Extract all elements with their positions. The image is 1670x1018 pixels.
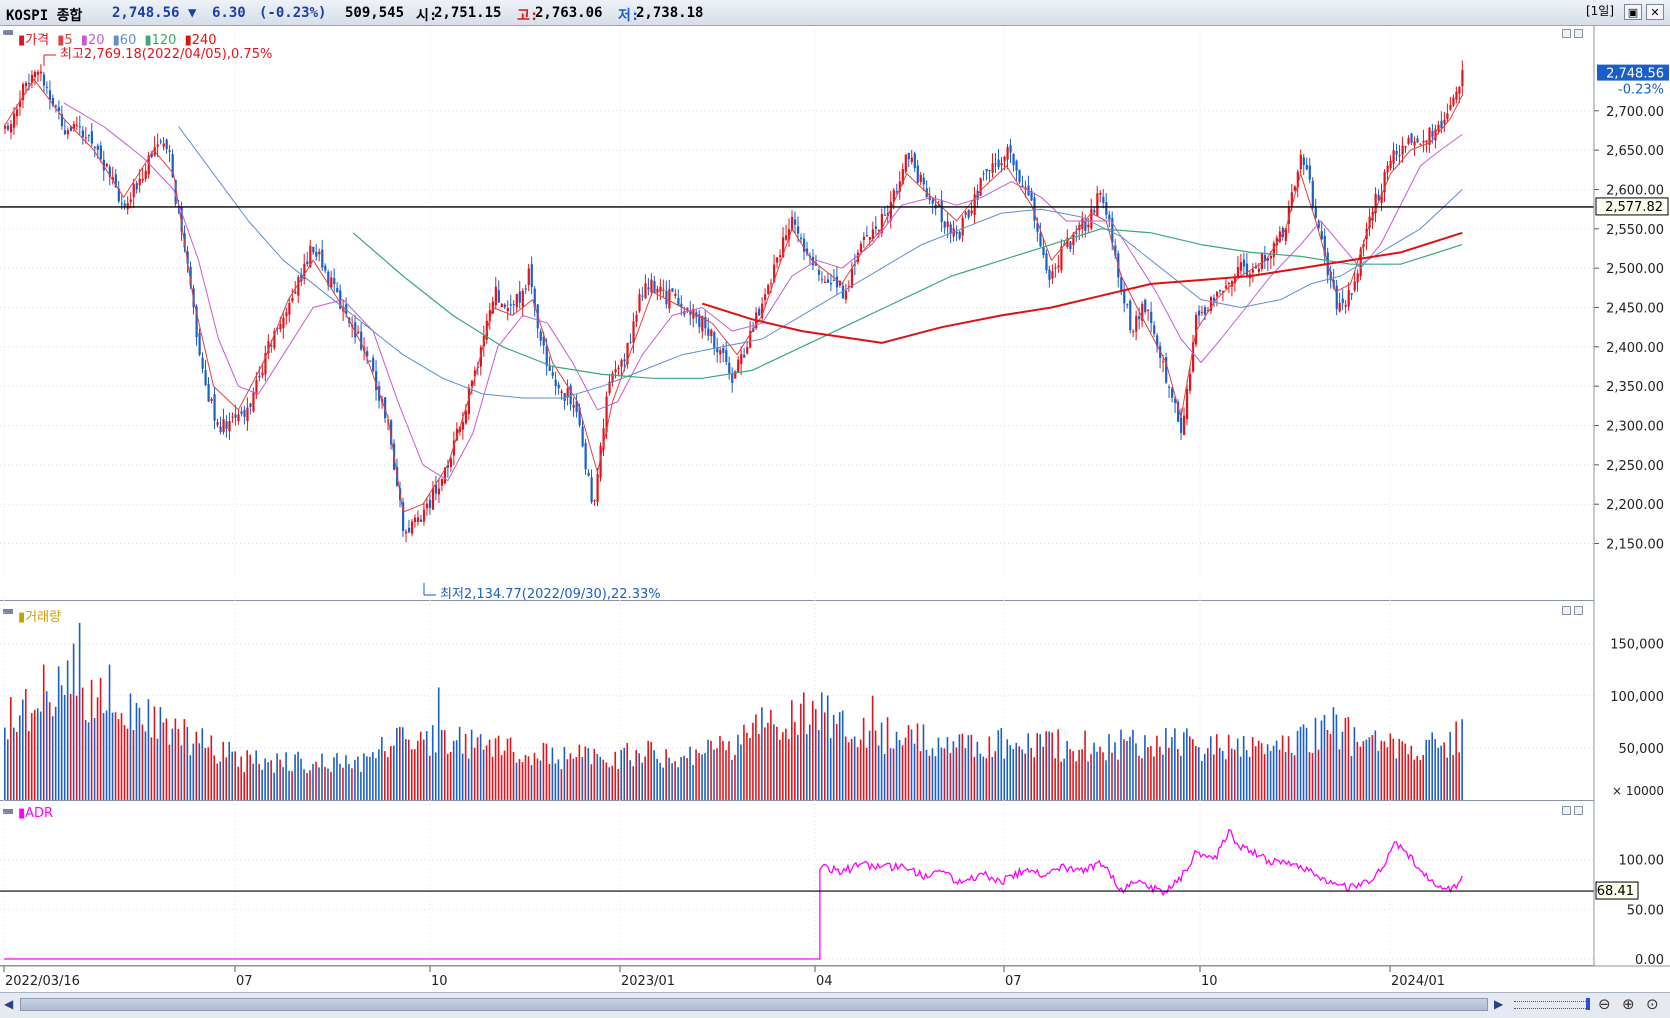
time-tick-label: 04: [816, 974, 833, 989]
zoom-in-icon[interactable]: ⊕: [1622, 995, 1635, 1013]
time-tick-label: 2022/03/16: [5, 974, 80, 989]
price-tick-label: 2,700.00: [1606, 105, 1664, 120]
close-icon[interactable]: [1574, 806, 1583, 815]
price-tick-label: 2,400.00: [1606, 341, 1664, 356]
symbol-name: KOSPI 종합: [6, 8, 83, 24]
panel-handle-icon[interactable]: [3, 809, 13, 814]
price-panel[interactable]: ▮가격 ▮5 ▮20 ▮60 ▮120 ▮240: [0, 26, 1594, 601]
panel-handle-icon[interactable]: [3, 609, 13, 614]
price-legend: ▮가격 ▮5 ▮20 ▮60 ▮120 ▮240: [18, 33, 217, 48]
zoom-slider-handle[interactable]: [1586, 998, 1590, 1010]
low-value: 2,738.18: [636, 5, 704, 21]
price-change: 6.30: [212, 5, 246, 21]
legend-ma240: 240: [191, 33, 217, 48]
adr-tick-label: 50.00: [1627, 903, 1664, 918]
low-label: 저:: [618, 8, 640, 24]
restore-window-icon[interactable]: ▣: [1624, 4, 1642, 20]
time-tick-label: 10: [1201, 974, 1218, 989]
scroll-thumb[interactable]: [20, 998, 1488, 1011]
price-tick-label: 2,250.00: [1606, 459, 1664, 474]
volume-legend: ▮거래량: [18, 610, 62, 625]
price-tick-label: 2,550.00: [1606, 223, 1664, 238]
price-change-pct: (-0.23%): [259, 5, 327, 21]
volume-unit: × 10000: [1612, 784, 1664, 798]
legend-ma5: 5: [64, 33, 73, 48]
close-icon[interactable]: [1574, 29, 1583, 38]
volume-tick-label: 50,000: [1619, 742, 1665, 757]
legend-price: 가격: [25, 33, 50, 48]
volume-panel[interactable]: ▮거래량: [0, 601, 1594, 801]
close-window-icon[interactable]: ✕: [1646, 4, 1664, 20]
legend-ma20: 20: [87, 33, 105, 48]
close-icon[interactable]: [1574, 606, 1583, 615]
change-down-icon: ▼: [188, 5, 197, 21]
adr-tag: 68.41: [1597, 884, 1634, 899]
adr-tick-label: 0.00: [1635, 953, 1664, 968]
time-tick-label: 10: [431, 974, 448, 989]
time-tick-label: 07: [1005, 974, 1022, 989]
time-tick-label: 07: [236, 974, 253, 989]
zoom-reset-icon[interactable]: ⊙: [1646, 995, 1659, 1013]
high-value: 2,763.06: [535, 5, 603, 21]
title-bar: KOSPI 종합 2,748.56 ▼ 6.30 (-0.23%) 509,54…: [0, 0, 1670, 26]
legend-volume: 거래량: [25, 610, 62, 625]
price-tick-label: 2,150.00: [1606, 538, 1664, 553]
price-tick-label: 2,500.00: [1606, 262, 1664, 277]
open-value: 2,751.15: [434, 5, 502, 21]
chart-scrollbar[interactable]: ◀ ▶ ⊖ ⊕ ⊙: [0, 992, 1670, 1018]
current-price-tag: 2,748.56: [1606, 67, 1664, 82]
price-tick-label: 2,650.00: [1606, 144, 1664, 159]
minimize-icon[interactable]: [1562, 29, 1571, 38]
reference-tag: 2,577.82: [1605, 200, 1663, 215]
panel-handle-icon[interactable]: [3, 30, 13, 35]
price-tick-label: 2,600.00: [1606, 183, 1664, 198]
adr-tag-box: [1595, 881, 1639, 900]
adr-legend: ▮ADR: [18, 806, 54, 821]
legend-ma60: 60: [119, 33, 137, 48]
high-label: 고:: [517, 8, 539, 24]
price-tick-label: 2,300.00: [1606, 420, 1664, 435]
volume-tick-label: 150,000: [1610, 638, 1664, 653]
reference-tag-box: [1595, 197, 1669, 216]
period-button[interactable]: [1일]: [1585, 4, 1615, 18]
legend-adr: ADR: [25, 806, 54, 821]
price-tick-label: 2,200.00: [1606, 498, 1664, 513]
open-label: 시:: [416, 8, 438, 24]
minimize-icon[interactable]: [1562, 606, 1571, 615]
scroll-right-icon[interactable]: ▶: [1494, 997, 1504, 1011]
zoom-slider[interactable]: [1514, 1001, 1588, 1009]
time-tick-label: 2024/01: [1391, 974, 1445, 989]
minimize-icon[interactable]: [1562, 806, 1571, 815]
price-tick-label: 2,450.00: [1606, 302, 1664, 317]
volume-value: 509,545: [345, 5, 405, 21]
legend-ma120: 120: [151, 33, 177, 48]
current-pct-tag: -0.23%: [1618, 83, 1664, 98]
current-price: 2,748.56: [112, 5, 180, 21]
scroll-left-icon[interactable]: ◀: [4, 997, 14, 1011]
adr-panel[interactable]: ▮ADR: [0, 801, 1594, 966]
volume-tick-label: 100,000: [1610, 690, 1664, 705]
current-price-tag-box: [1597, 64, 1669, 81]
price-tick-label: 2,350.00: [1606, 380, 1664, 395]
time-tick-label: 2023/01: [621, 974, 675, 989]
adr-tick-label: 100.00: [1619, 854, 1665, 869]
zoom-out-icon[interactable]: ⊖: [1598, 995, 1611, 1013]
